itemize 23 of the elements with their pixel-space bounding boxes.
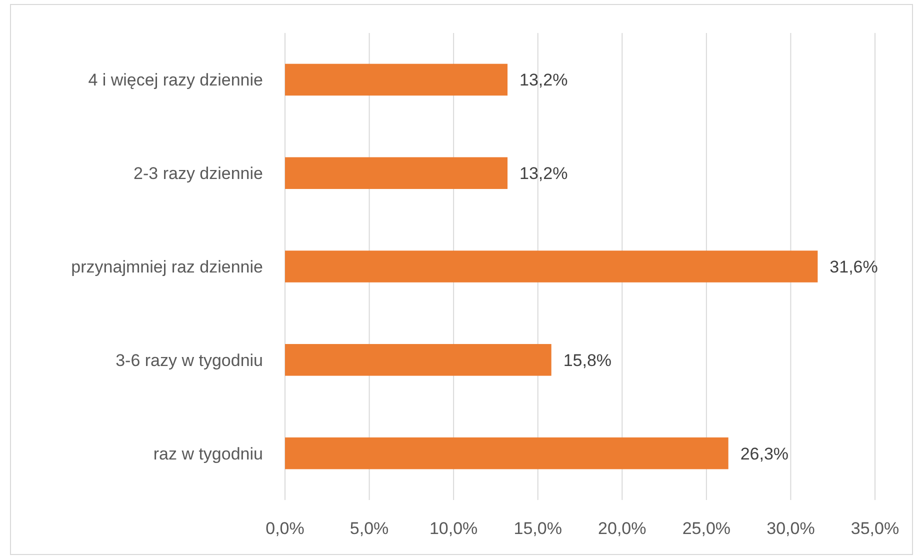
x-tick-label: 35,0% (850, 519, 900, 538)
x-tick-label: 20,0% (598, 519, 646, 538)
y-tick-label: 3-6 razy w tygodniu (116, 350, 263, 370)
x-tick-label: 5,0% (350, 519, 389, 538)
data-label: 13,2% (520, 70, 568, 90)
data-label: 15,8% (563, 350, 612, 370)
x-tick-label: 30,0% (766, 519, 815, 538)
bar (285, 437, 728, 470)
bar (285, 250, 818, 282)
x-tick-label: 0,0% (266, 519, 304, 538)
data-label: 13,2% (520, 164, 568, 184)
x-tick-label: 15,0% (514, 519, 562, 538)
bar (285, 157, 508, 189)
y-tick-label: raz w tygodniu (153, 444, 263, 464)
y-tick-label: przynajmniej raz dziennie (71, 257, 263, 276)
bar (285, 64, 508, 96)
y-tick-label: 4 i więcej razy dziennie (88, 70, 263, 90)
data-label: 26,3% (740, 444, 789, 464)
x-tick-label: 25,0% (682, 519, 731, 538)
data-label: 31,6% (830, 257, 878, 276)
x-tick-label: 10,0% (429, 519, 478, 538)
y-tick-label: 2-3 razy dziennie (134, 164, 263, 184)
bar (285, 344, 552, 376)
